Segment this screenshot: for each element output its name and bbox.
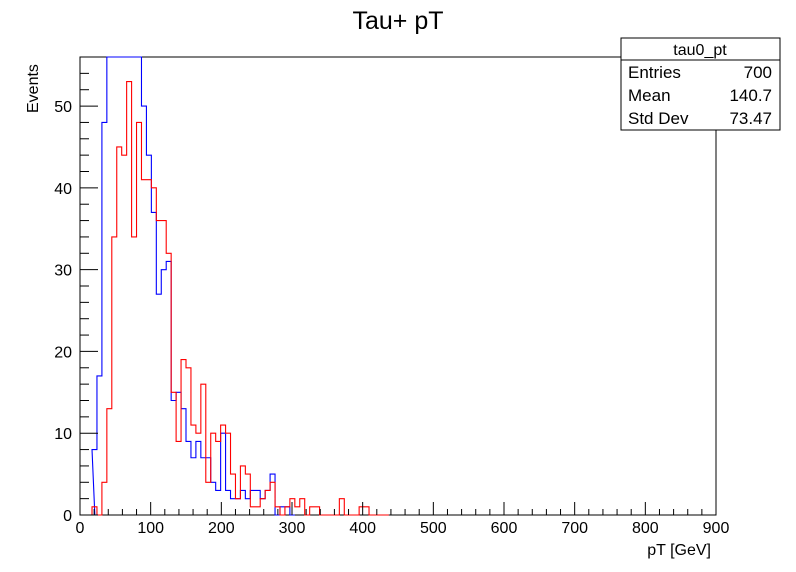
stats-mean-label: Mean	[628, 86, 671, 105]
stats-entries-label: Entries	[628, 63, 681, 82]
y-axis-label: Events	[25, 64, 42, 113]
stats-mean-value: 140.7	[729, 86, 772, 105]
stats-box: tau0_pt Entries 700 Mean 140.7 Std Dev 7…	[620, 37, 781, 131]
y-tick-label: 10	[54, 426, 72, 443]
x-tick-label: 200	[208, 520, 235, 537]
x-tick-label: 800	[632, 520, 659, 537]
x-tick-label: 700	[561, 520, 588, 537]
y-tick-label: 30	[54, 263, 72, 280]
y-tick-label: 40	[54, 181, 72, 198]
x-tick-label: 500	[420, 520, 447, 537]
x-tick-label: 900	[703, 520, 730, 537]
x-tick-label: 600	[491, 520, 518, 537]
x-tick-label: 100	[137, 520, 164, 537]
stats-box-title: tau0_pt	[673, 42, 727, 59]
stats-entries-value: 700	[744, 63, 772, 82]
histogram-series-1	[89, 56, 295, 516]
y-tick-label: 20	[54, 344, 72, 361]
x-axis-label: pT [GeV]	[647, 542, 711, 559]
y-tick-label: 50	[54, 99, 72, 116]
x-tick-label: 300	[279, 520, 306, 537]
chart-title: Tau+ pT	[352, 7, 443, 35]
stats-stddev-label: Std Dev	[628, 109, 689, 128]
y-tick-label: 0	[63, 508, 72, 525]
x-tick-label: 400	[349, 520, 376, 537]
histogram-series-2	[91, 80, 389, 516]
x-tick-label: 0	[76, 520, 85, 537]
stats-stddev-value: 73.47	[729, 109, 772, 128]
